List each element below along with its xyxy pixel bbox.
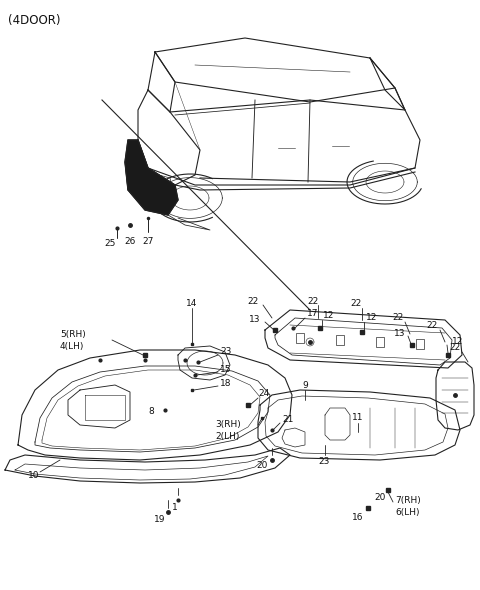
Text: 18: 18 xyxy=(220,379,231,388)
Text: 6(LH): 6(LH) xyxy=(395,507,420,516)
Text: 21: 21 xyxy=(282,415,293,424)
Text: 22: 22 xyxy=(392,313,404,323)
Text: 23: 23 xyxy=(318,457,329,467)
Text: 22: 22 xyxy=(350,300,361,309)
Text: 15: 15 xyxy=(220,365,231,373)
Text: 22: 22 xyxy=(426,322,438,330)
Text: 2(LH): 2(LH) xyxy=(215,432,240,441)
Text: 4(LH): 4(LH) xyxy=(60,343,84,352)
Text: 27: 27 xyxy=(142,238,154,247)
Text: 22: 22 xyxy=(247,297,259,306)
Text: 5(RH): 5(RH) xyxy=(60,330,86,339)
Text: 24: 24 xyxy=(258,389,269,398)
Text: 17: 17 xyxy=(307,310,319,319)
Text: 20: 20 xyxy=(256,461,268,470)
Text: 7(RH): 7(RH) xyxy=(395,496,421,504)
Text: 10: 10 xyxy=(28,470,39,480)
Text: 8: 8 xyxy=(148,408,154,417)
Text: 1: 1 xyxy=(172,503,178,513)
Text: 9: 9 xyxy=(302,381,308,389)
Text: (4DOOR): (4DOOR) xyxy=(8,14,60,27)
Bar xyxy=(296,333,304,343)
Text: 22: 22 xyxy=(307,297,319,306)
Text: 13: 13 xyxy=(249,314,261,323)
Text: 3(RH): 3(RH) xyxy=(215,421,241,430)
Bar xyxy=(336,335,344,345)
Text: 19: 19 xyxy=(154,516,166,525)
Text: 23: 23 xyxy=(220,346,231,356)
Text: 26: 26 xyxy=(124,238,136,247)
Text: 20: 20 xyxy=(374,493,386,503)
Text: 13: 13 xyxy=(394,329,406,337)
Text: 22: 22 xyxy=(449,343,461,352)
Text: 16: 16 xyxy=(352,513,364,523)
Bar xyxy=(416,339,424,349)
Polygon shape xyxy=(125,140,178,215)
Text: 12: 12 xyxy=(323,312,335,320)
Text: 11: 11 xyxy=(352,414,364,422)
Text: 25: 25 xyxy=(104,240,116,248)
Text: 12: 12 xyxy=(366,313,377,323)
Text: 12: 12 xyxy=(452,337,463,346)
Text: 14: 14 xyxy=(186,300,198,309)
Bar xyxy=(376,337,384,347)
